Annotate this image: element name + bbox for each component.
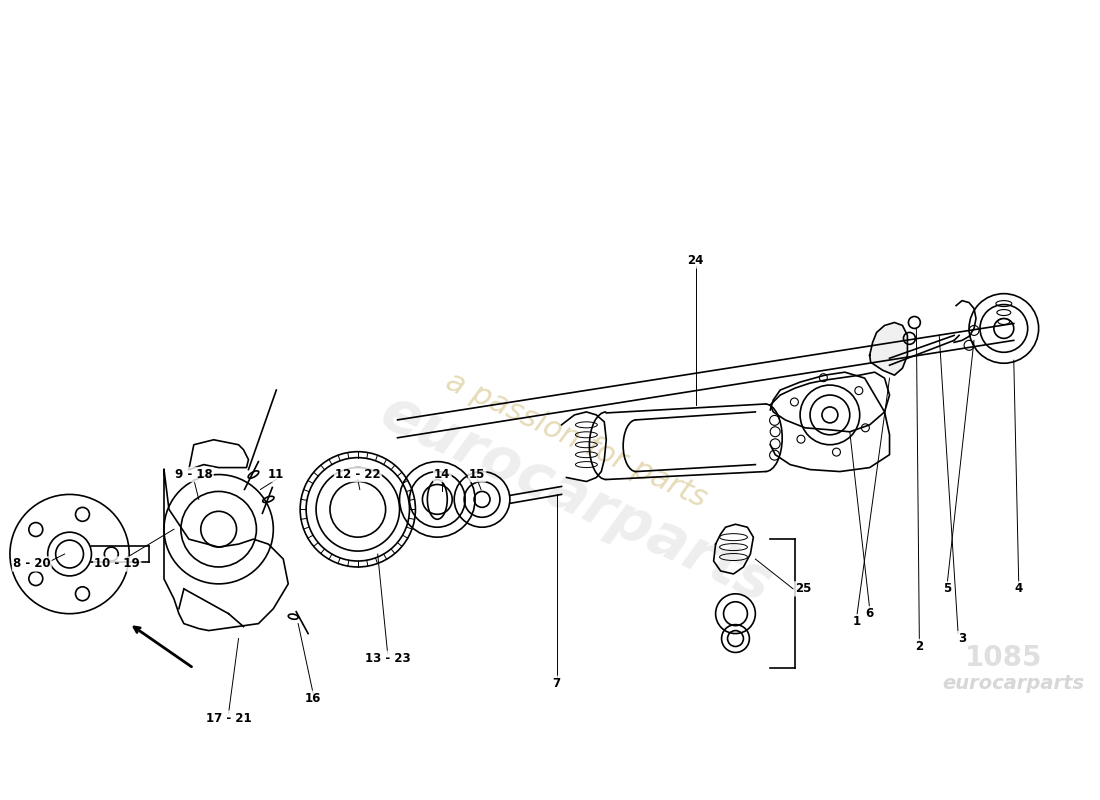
Text: 13 - 23: 13 - 23 (365, 652, 410, 665)
Text: 1085: 1085 (965, 645, 1043, 673)
Text: a passion for parts: a passion for parts (441, 366, 712, 513)
Text: 24: 24 (688, 254, 704, 267)
Text: 4: 4 (1014, 582, 1023, 595)
Text: 1: 1 (852, 615, 861, 628)
Text: 14: 14 (434, 468, 451, 481)
Text: eurocarparts: eurocarparts (372, 384, 781, 615)
Text: 11: 11 (268, 468, 285, 481)
Text: 17 - 21: 17 - 21 (206, 711, 252, 725)
Text: 25: 25 (795, 582, 812, 595)
Text: 6: 6 (866, 607, 873, 620)
Text: 5: 5 (943, 582, 951, 595)
Text: 16: 16 (305, 692, 321, 705)
Text: 9 - 18: 9 - 18 (175, 468, 212, 481)
Text: 15: 15 (469, 468, 485, 481)
Text: 10 - 19: 10 - 19 (95, 558, 140, 570)
Text: 2: 2 (915, 640, 923, 653)
Text: 3: 3 (958, 632, 966, 645)
Text: eurocarparts: eurocarparts (943, 674, 1085, 693)
Text: 12 - 22: 12 - 22 (336, 468, 381, 481)
Text: 7: 7 (552, 677, 561, 690)
Text: 8 - 20: 8 - 20 (13, 558, 51, 570)
Polygon shape (870, 322, 907, 375)
